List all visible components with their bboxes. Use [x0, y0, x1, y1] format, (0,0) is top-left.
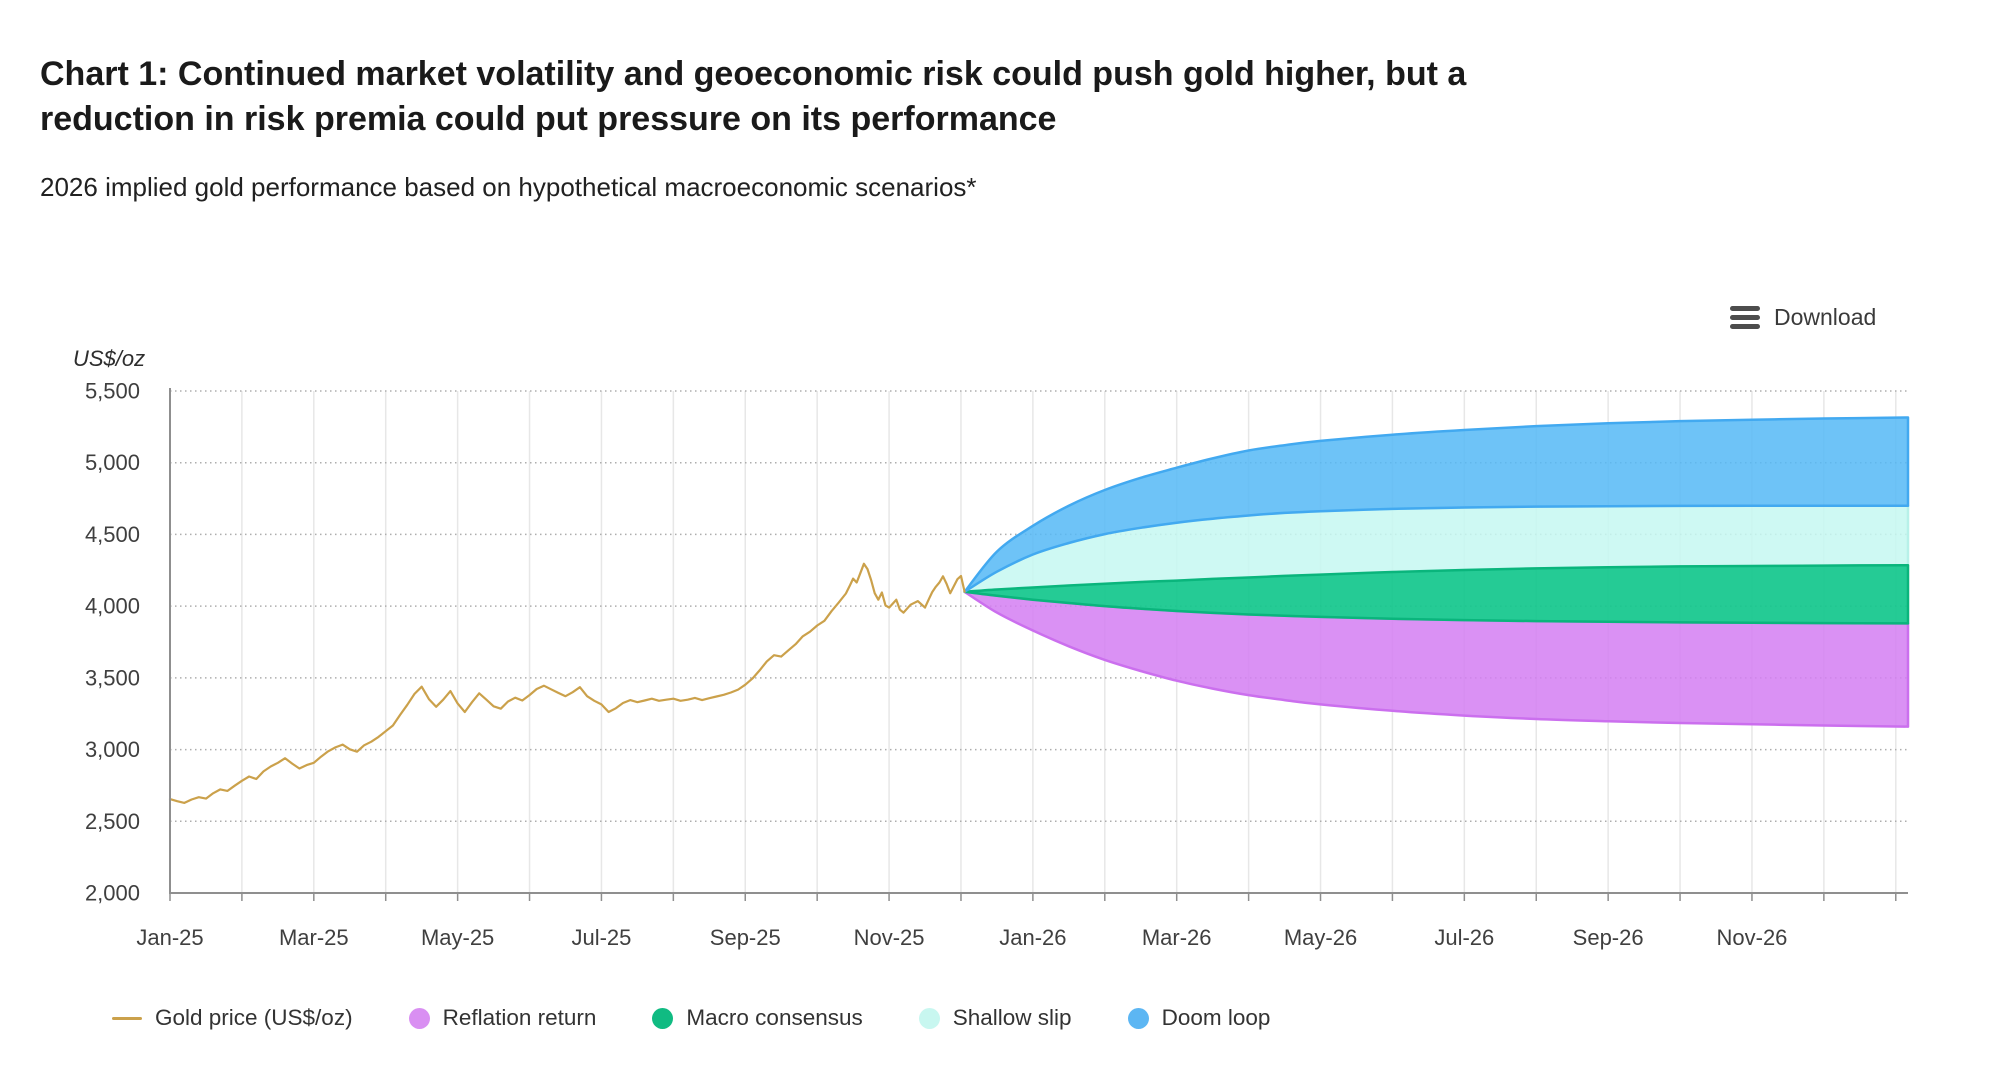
legend-circle-swatch [918, 1007, 940, 1029]
x-axis-tick-label: Mar-26 [1142, 925, 1212, 950]
hamburger-menu-icon[interactable] [1730, 305, 1760, 329]
chart-legend: Gold price (US$/oz) Reflation return Macro… [112, 998, 1270, 1038]
legend-circle-swatch [408, 1007, 430, 1029]
legend-label: Doom loop [1161, 1005, 1271, 1030]
download-button[interactable]: Download [1730, 298, 1876, 336]
legend-label: Gold price (US$/oz) [155, 1005, 353, 1030]
x-axis-tick-label: Sep-25 [710, 925, 781, 950]
x-axis-tick-label: May-25 [421, 925, 494, 950]
y-axis-tick-label: 3,000 [85, 737, 140, 762]
y-axis-tick-label: 5,000 [85, 450, 140, 475]
chart-title-line2: reduction in risk premia could put press… [40, 100, 1057, 138]
y-axis-tick-label: 2,000 [85, 881, 140, 906]
y-axis-tick-label: 3,500 [85, 665, 140, 690]
x-axis-tick-label: Jul-25 [571, 925, 631, 950]
chart-title: Chart 1: Continued market volatility and… [40, 52, 1466, 142]
scenario-band-doom-loop [963, 416, 1910, 594]
legend-label: Reflation return [442, 1005, 597, 1030]
x-axis-tick-label: Sep-26 [1573, 925, 1644, 950]
chart-subtitle: 2026 implied gold performance based on h… [40, 172, 977, 202]
legend-item-gold-price-us-oz[interactable]: Gold price (US$/oz) [112, 1005, 353, 1031]
x-axis-tick-label: Jul-26 [1434, 925, 1494, 950]
y-axis-tick-label: 4,500 [85, 522, 140, 547]
legend-item-reflation-return[interactable]: Reflation return [408, 1005, 597, 1031]
x-axis-tick-label: Nov-26 [1717, 925, 1788, 950]
scenario-band-macro-consensus [963, 564, 1910, 625]
legend-circle-swatch [1127, 1007, 1149, 1029]
legend-label: Shallow slip [952, 1005, 1072, 1030]
legend-label: Macro consensus [686, 1005, 863, 1030]
x-axis-tick-label: Jan-25 [136, 925, 203, 950]
y-axis-tick-label: 4,000 [85, 594, 140, 619]
x-axis-tick-label: Jan-26 [999, 925, 1066, 950]
legend-item-shallow-slip[interactable]: Shallow slip [918, 1005, 1072, 1031]
x-axis-tick-label: Nov-25 [854, 925, 925, 950]
y-axis-title: US$/oz [73, 346, 145, 371]
legend-item-doom-loop[interactable]: Doom loop [1127, 1005, 1271, 1031]
y-axis-tick-label: 5,500 [85, 379, 140, 404]
legend-item-macro-consensus[interactable]: Macro consensus [652, 1005, 863, 1031]
chart-title-line1: Chart 1: Continued market volatility and… [40, 55, 1467, 93]
gold-price-line [168, 562, 966, 804]
legend-line-swatch [112, 1016, 142, 1020]
x-axis-tick-label: May-26 [1284, 925, 1357, 950]
x-axis-tick-label: Mar-25 [279, 925, 349, 950]
legend-circle-swatch [652, 1007, 674, 1029]
y-axis-tick-label: 2,500 [85, 809, 140, 834]
download-label: Download [1774, 303, 1877, 330]
